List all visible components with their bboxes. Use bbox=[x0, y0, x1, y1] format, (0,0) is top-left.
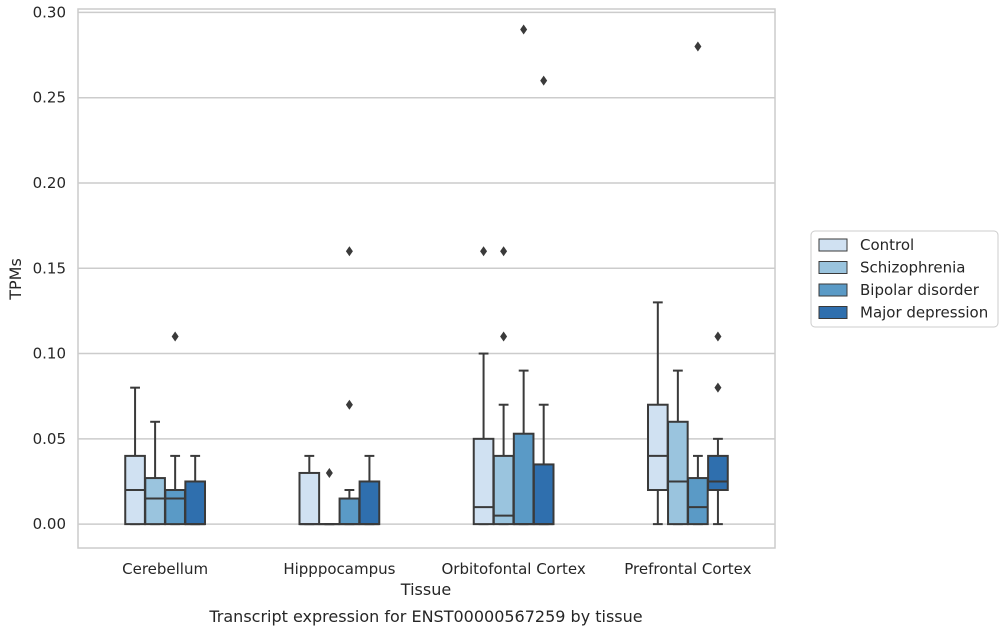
legend-items: Control Schizophrenia Bipolar disorder Majo… bbox=[818, 236, 988, 322]
outlier-point bbox=[480, 246, 488, 257]
legend: Control Schizophrenia Bipolar disorder Majo… bbox=[810, 230, 999, 328]
series-control bbox=[124, 246, 669, 526]
iqr-box bbox=[144, 477, 166, 526]
x-axis-tick-labels: Cerebellum Hipppocampus Orbitofontal Corte… bbox=[122, 560, 751, 578]
y-tick-label: 0.15 bbox=[33, 259, 66, 277]
outlier-point bbox=[540, 75, 548, 86]
y-axis-tick-labels: 0.00 0.05 0.10 0.15 0.20 0.25 0.30 bbox=[33, 3, 66, 533]
legend-label: Bipolar disorder bbox=[860, 281, 980, 299]
outlier-point bbox=[714, 331, 722, 342]
iqr-box bbox=[512, 432, 535, 526]
y-tick-label: 0.20 bbox=[33, 174, 66, 192]
y-tick-label: 0.05 bbox=[33, 430, 66, 448]
legend-swatch bbox=[818, 238, 848, 252]
outlier-point bbox=[714, 382, 722, 393]
box bbox=[707, 331, 729, 526]
iqr-box bbox=[707, 454, 729, 492]
legend-swatch bbox=[818, 283, 848, 297]
outlier-point bbox=[500, 331, 508, 342]
outlier-point bbox=[171, 331, 179, 342]
gridlines bbox=[78, 11, 775, 525]
outlier-point bbox=[500, 246, 508, 257]
box bbox=[164, 331, 186, 526]
iqr-box bbox=[164, 489, 186, 526]
box bbox=[144, 420, 166, 526]
y-tick-label: 0.10 bbox=[33, 345, 66, 363]
iqr-box bbox=[667, 420, 689, 526]
outlier-point bbox=[345, 399, 353, 410]
box bbox=[184, 454, 207, 526]
iqr-box bbox=[472, 437, 495, 526]
iqr-box bbox=[184, 480, 207, 526]
outlier-point bbox=[520, 24, 528, 35]
iqr-box bbox=[687, 477, 709, 526]
box bbox=[532, 75, 555, 526]
legend-swatch bbox=[818, 306, 848, 319]
iqr-box bbox=[298, 471, 321, 526]
legend-label: Control bbox=[860, 236, 914, 254]
iqr-box bbox=[532, 463, 555, 526]
box bbox=[318, 467, 341, 526]
legend-swatch bbox=[818, 261, 848, 274]
box bbox=[687, 41, 709, 526]
y-tick-label: 0.00 bbox=[33, 515, 66, 533]
iqr-box bbox=[492, 454, 515, 526]
box-series bbox=[124, 24, 729, 526]
x-axis-title: Tissue bbox=[400, 580, 451, 599]
y-tick-label: 0.25 bbox=[33, 89, 66, 107]
outlier-point bbox=[345, 246, 353, 257]
x-tick-label: Cerebellum bbox=[122, 560, 208, 578]
box bbox=[512, 24, 535, 526]
outlier-point bbox=[325, 467, 333, 478]
y-tick-label: 0.30 bbox=[33, 3, 66, 21]
plot-area-frame bbox=[77, 8, 776, 549]
box bbox=[358, 454, 381, 526]
box bbox=[124, 386, 146, 526]
iqr-box bbox=[338, 497, 361, 526]
outlier-point bbox=[694, 41, 702, 52]
box bbox=[472, 246, 495, 526]
x-tick-label: Prefrontal Cortex bbox=[624, 560, 751, 578]
iqr-box bbox=[646, 403, 669, 492]
y-axis-title: TPMs bbox=[6, 258, 25, 301]
chart-caption: Transcript expression for ENST0000056725… bbox=[208, 607, 642, 626]
legend-label: Major depression bbox=[860, 304, 988, 322]
box bbox=[298, 454, 321, 526]
x-tick-label: Orbitofontal Cortex bbox=[442, 560, 586, 578]
iqr-box bbox=[358, 480, 381, 526]
box bbox=[338, 246, 361, 526]
series-major-depression bbox=[184, 75, 729, 526]
legend-frame bbox=[810, 230, 999, 328]
box bbox=[667, 369, 689, 526]
x-tick-label: Hipppocampus bbox=[283, 560, 395, 578]
legend-label: Schizophrenia bbox=[860, 259, 965, 277]
box bbox=[646, 301, 669, 526]
series-bipolar-disorder bbox=[164, 24, 709, 526]
series-schizophrenia bbox=[144, 246, 689, 526]
box bbox=[492, 246, 515, 526]
